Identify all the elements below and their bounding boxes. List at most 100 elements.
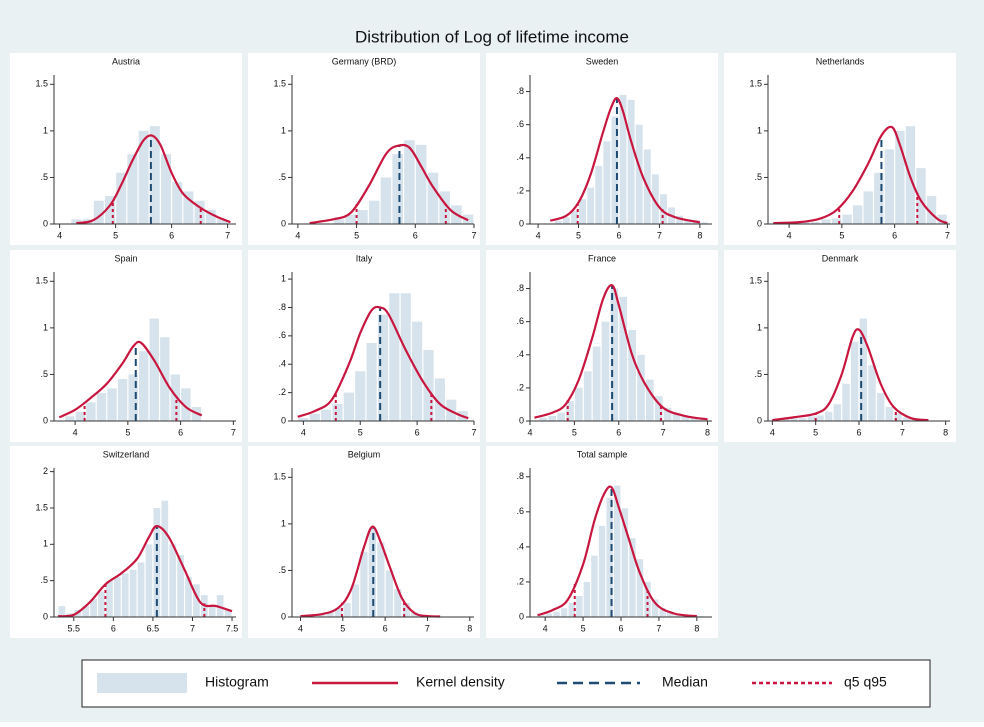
kde-line (58, 340, 203, 419)
histogram-bar (90, 598, 97, 617)
x-tick-label: 4 (770, 427, 775, 437)
x-tick-label: 6 (618, 623, 623, 633)
histogram-bar (833, 404, 842, 421)
histogram-bar (810, 222, 821, 224)
histogram-bar (611, 116, 619, 224)
x-tick-label: 6 (415, 427, 420, 437)
y-tick-label: .8 (516, 86, 524, 96)
histogram-bar (145, 544, 153, 617)
histogram-bar (676, 215, 684, 224)
kde-line (309, 143, 469, 225)
x-tick-label: 8 (705, 427, 710, 437)
kde-line (76, 134, 231, 225)
histogram-bar (394, 589, 402, 617)
x-tick-label: 4 (527, 427, 532, 437)
histogram-bar (628, 329, 636, 421)
y-tick-label: .4 (516, 541, 524, 551)
y-tick-label: .4 (516, 349, 524, 359)
histogram-bar (601, 321, 610, 421)
x-tick-label: 6 (413, 230, 418, 240)
x-tick-label: 8 (694, 623, 699, 633)
y-tick-label: 0 (757, 415, 762, 425)
kde-line (772, 328, 929, 422)
panel-title: Austria (112, 56, 140, 66)
histogram-bar (583, 581, 591, 617)
histogram-bar (554, 220, 562, 224)
histogram-bar (644, 581, 651, 617)
histogram-bar (637, 354, 645, 421)
histogram-bar (217, 219, 227, 224)
x-tick-label: 5 (358, 427, 363, 437)
histogram-bar (113, 577, 121, 617)
histogram-bar (916, 168, 926, 224)
y-tick-label: .5 (754, 172, 762, 182)
x-tick-label: 6 (111, 623, 116, 633)
x-tick-label: 6 (616, 427, 621, 437)
kde-line (773, 125, 948, 225)
panel: Spain 0 .5 1 1.5 4 5 6 7 (10, 250, 242, 442)
histogram-bar (385, 570, 393, 617)
histogram-bar (681, 416, 690, 421)
histogram-bar (360, 551, 368, 617)
y-tick-label: 0 (519, 611, 524, 621)
histogram-bar (116, 172, 127, 224)
panel-title: Switzerland (103, 449, 150, 459)
histogram-bar (654, 396, 663, 421)
histogram-bar (333, 219, 345, 224)
x-tick-label: 5 (581, 623, 586, 633)
histogram-bar (121, 573, 129, 617)
y-tick-label: 1.5 (273, 472, 286, 482)
panel-title: Total sample (577, 449, 628, 459)
histogram-bar (183, 191, 194, 224)
histogram-bar (404, 140, 415, 224)
y-tick-label: .8 (516, 283, 524, 293)
histogram-bar (538, 615, 545, 617)
histogram-bar (850, 341, 859, 421)
histogram-bar (895, 130, 905, 224)
y-tick-label: .2 (516, 382, 524, 392)
histogram-bar (377, 314, 389, 421)
histogram-bar (629, 538, 636, 617)
x-tick-label: 7 (656, 623, 661, 633)
y-tick-label: .8 (516, 471, 524, 481)
y-tick-label: 1 (43, 322, 48, 332)
histogram-bar (859, 318, 868, 421)
histogram-bar (672, 412, 681, 421)
y-tick-label: 1 (757, 322, 762, 332)
y-tick-label: 0 (43, 611, 48, 621)
histogram-bar (646, 379, 654, 421)
histogram-bar (568, 602, 575, 617)
histogram-bar (884, 149, 895, 224)
histogram-bar (539, 417, 548, 421)
histogram-bar (423, 350, 434, 421)
histogram-bar (868, 365, 876, 421)
histogram-bar (169, 544, 177, 617)
y-tick-label: 0 (281, 611, 286, 621)
histogram-bar (392, 154, 403, 224)
histogram-bar (603, 141, 611, 224)
histogram-bar (345, 214, 356, 224)
histogram-bar (606, 497, 613, 617)
kde-line (297, 305, 469, 420)
histogram-bar (894, 413, 902, 421)
histogram-bar (224, 609, 232, 617)
histogram-bar (298, 418, 309, 421)
panel: Italy 0 .2 .4 .6 .8 1 4 5 6 7 (248, 250, 480, 442)
histogram-bar (831, 218, 842, 224)
panel: Switzerland 0 .5 1 1.5 2 5.5 6 6.5 7 7.5 (10, 446, 242, 638)
x-tick-label: 7.5 (226, 623, 239, 633)
y-tick-label: 1 (43, 125, 48, 135)
x-tick-label: 6.5 (147, 623, 160, 633)
histogram-bar (138, 130, 149, 224)
x-tick-label: 7 (471, 230, 476, 240)
histogram-bar (105, 196, 115, 224)
histogram-bar (117, 379, 128, 421)
panel: Austria 0 .5 1 1.5 4 5 6 7 (10, 53, 242, 245)
histogram-bar (86, 402, 96, 421)
y-tick-label: 1 (281, 125, 286, 135)
y-tick-label: 1 (757, 125, 762, 135)
histogram-bar (562, 217, 570, 224)
histogram-bar (149, 126, 160, 224)
histogram-bar (574, 387, 583, 421)
